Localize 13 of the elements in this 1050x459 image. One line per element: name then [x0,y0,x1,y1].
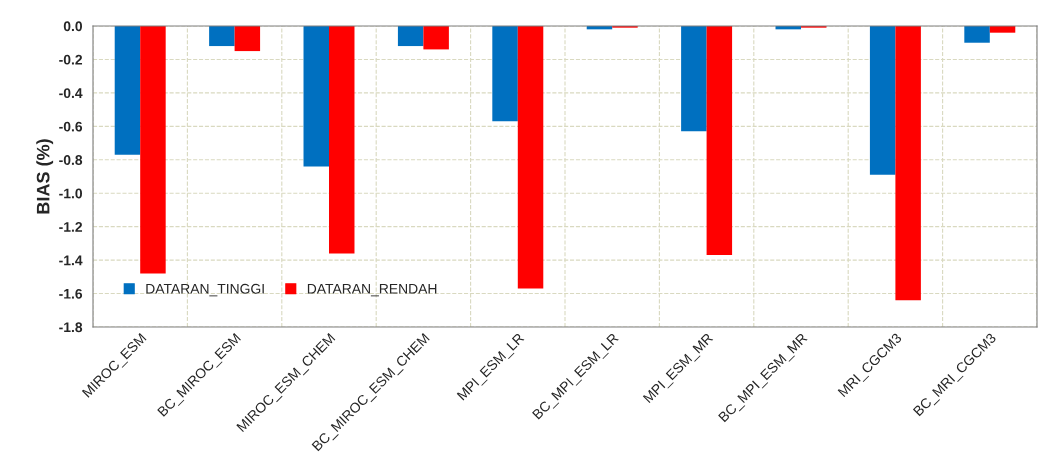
y-tick-label: -1.8 [59,322,83,333]
y-axis-title: BIAS (%) [36,139,54,214]
y-tick-label: -1.0 [59,188,83,199]
y-tick-label: -1.4 [59,255,83,266]
y-tick-label: -1.2 [59,222,83,232]
y-tick-label: -0.6 [59,121,83,132]
y-tick-label: 0.0 [63,21,83,32]
legend-label: DATARAN_TINGGI [146,283,264,297]
y-tick-label: -0.4 [59,88,83,99]
y-tick-label: -0.8 [59,155,83,165]
y-tick-label: -0.2 [59,54,83,65]
legend-label: DATARAN_RENDAH [307,284,437,297]
y-tick-label: -1.6 [59,288,83,299]
